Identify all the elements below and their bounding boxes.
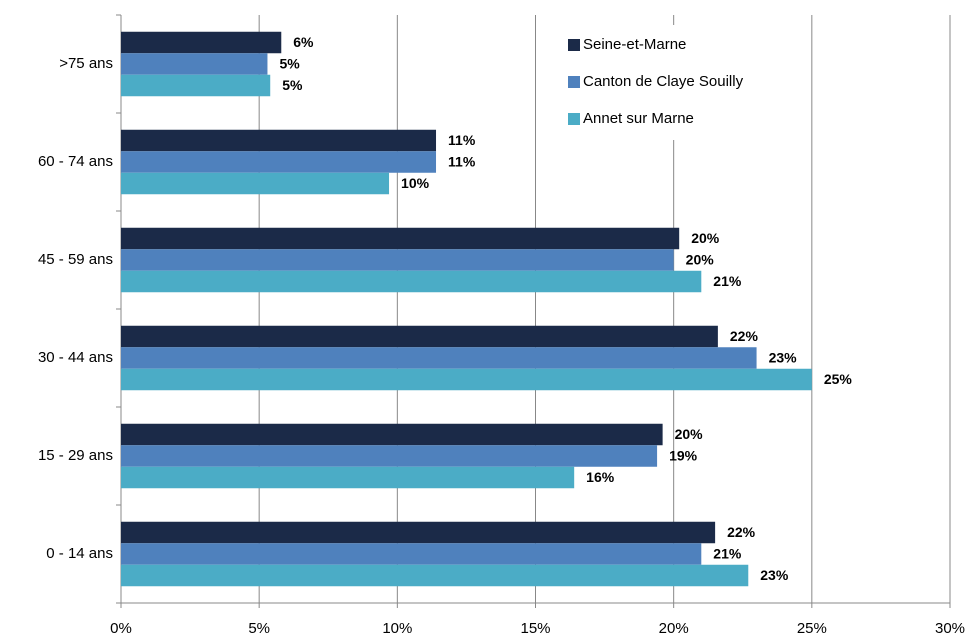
bar <box>121 543 702 565</box>
legend-label: Annet sur Marne <box>583 110 694 127</box>
bar <box>121 53 268 75</box>
value-label: 21% <box>713 273 742 289</box>
y-tick-label: >75 ans <box>59 55 113 72</box>
x-tick-label: 25% <box>797 620 827 637</box>
value-label: 11% <box>448 132 476 148</box>
bar <box>121 129 437 152</box>
x-tick-label: 5% <box>248 620 270 637</box>
y-tick-label: 0 - 14 ans <box>46 545 113 562</box>
bar <box>121 31 282 54</box>
x-tick-label: 20% <box>659 620 689 637</box>
bar <box>121 172 390 195</box>
x-tick-label: 15% <box>520 620 550 637</box>
value-label: 16% <box>586 469 615 485</box>
value-label: 20% <box>675 426 704 442</box>
value-label: 23% <box>760 567 789 583</box>
value-label: 23% <box>769 350 798 366</box>
legend-label: Seine-et-Marne <box>583 36 686 53</box>
x-tick-label: 30% <box>935 620 965 637</box>
x-tick-label: 10% <box>382 620 412 637</box>
value-label: 5% <box>282 77 303 93</box>
value-label: 22% <box>727 524 756 540</box>
legend-swatch <box>568 76 580 88</box>
bar <box>121 466 575 489</box>
bar <box>121 423 663 446</box>
bar <box>121 270 702 293</box>
bar <box>121 347 757 369</box>
value-label: 25% <box>824 371 853 387</box>
legend-label: Canton de Claye Souilly <box>583 73 744 90</box>
x-tick-label: 0% <box>110 620 132 637</box>
bar <box>121 151 437 173</box>
value-label: 6% <box>293 34 314 50</box>
value-label: 22% <box>730 328 759 344</box>
value-label: 11% <box>448 154 476 170</box>
bar <box>121 74 271 97</box>
y-tick-label: 45 - 59 ans <box>38 251 113 268</box>
value-label: 19% <box>669 448 698 464</box>
value-label: 21% <box>713 546 742 562</box>
bar <box>121 521 716 544</box>
bar <box>121 564 749 587</box>
bar <box>121 227 680 250</box>
value-label: 20% <box>691 230 720 246</box>
value-label: 20% <box>686 252 715 268</box>
value-label: 10% <box>401 175 430 191</box>
bar <box>121 368 812 391</box>
value-label: 5% <box>279 56 300 72</box>
bar <box>121 445 658 467</box>
bar <box>121 325 718 348</box>
y-tick-label: 30 - 44 ans <box>38 349 113 366</box>
y-tick-label: 60 - 74 ans <box>38 153 113 170</box>
y-tick-label: 15 - 29 ans <box>38 447 113 464</box>
bar <box>121 249 674 271</box>
legend-box <box>560 25 792 140</box>
legend-swatch <box>568 113 580 125</box>
legend-swatch <box>568 39 580 51</box>
